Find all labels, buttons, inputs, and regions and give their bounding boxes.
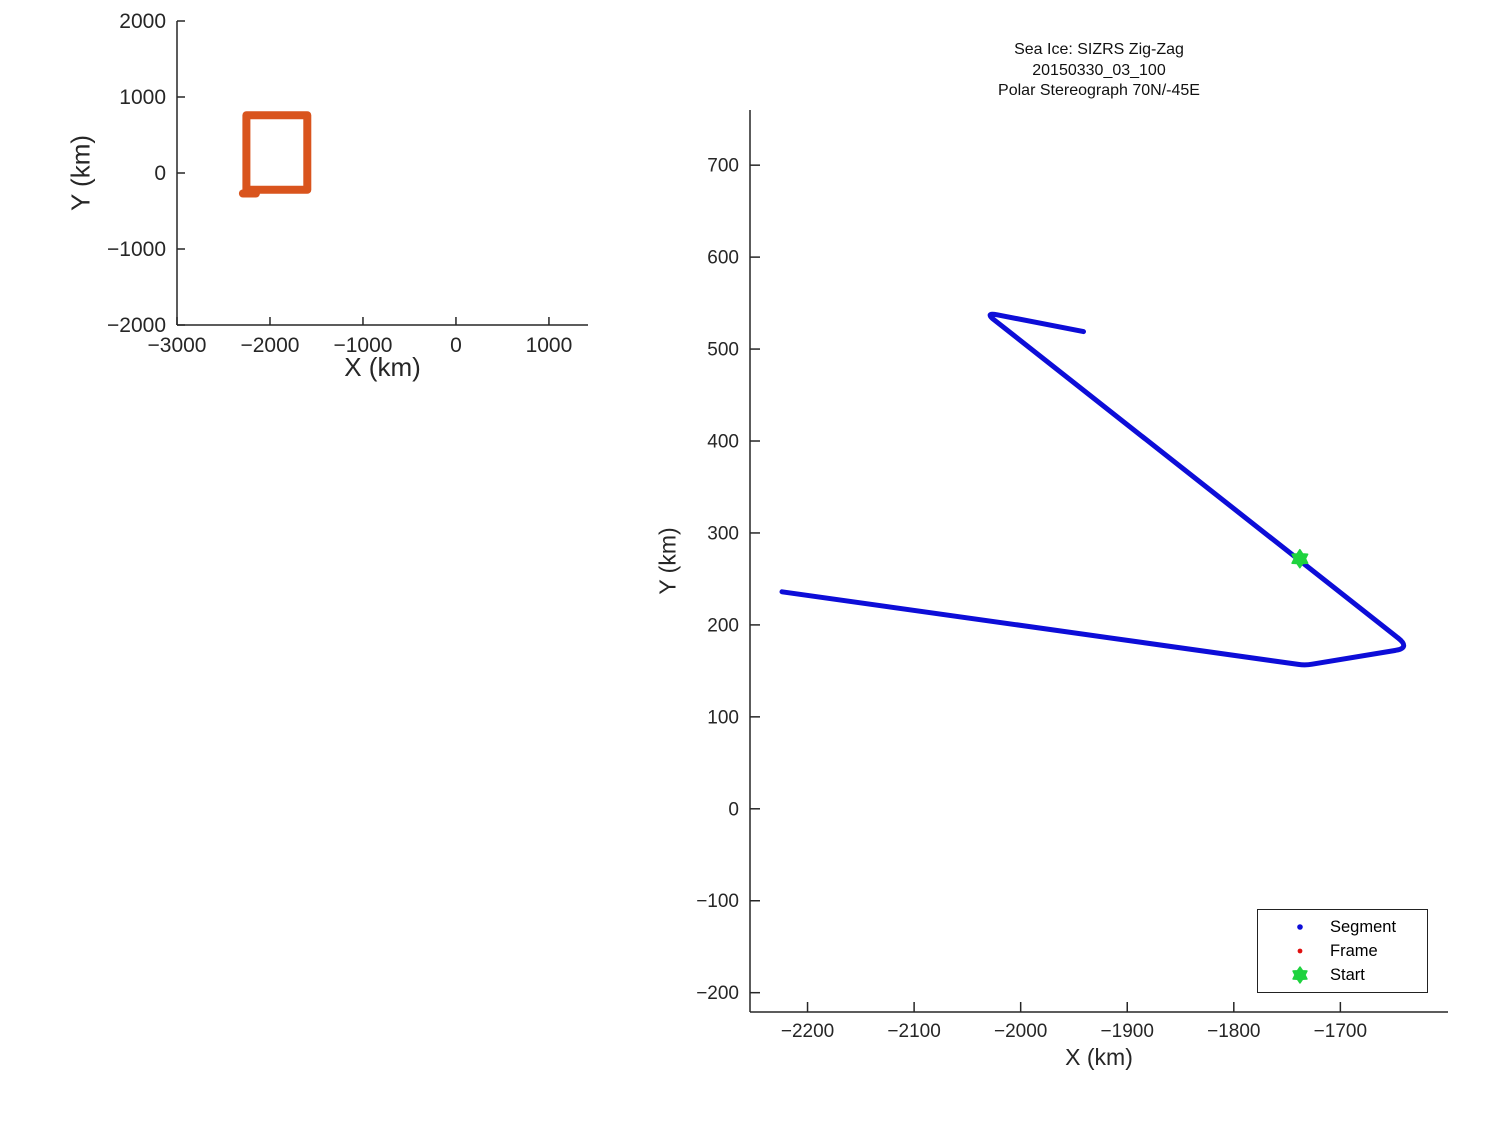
- legend-item-frame: Frame: [1282, 940, 1427, 962]
- track-y-tick-label: 200: [707, 615, 739, 636]
- overview-ylabel: Y (km): [65, 134, 96, 212]
- overview-x-tick-label: −1000: [333, 334, 392, 357]
- overview-y-tick-label: −2000: [107, 314, 166, 337]
- track-xlabel: X (km): [1065, 1044, 1133, 1070]
- start-hexagram-icon: [1282, 966, 1318, 984]
- overview-x-tick-label: 0: [450, 334, 462, 357]
- overview-series-flight-region-box: [242, 111, 312, 194]
- legend-item-segment: Segment: [1282, 916, 1427, 938]
- legend-label-frame: Frame: [1330, 941, 1378, 960]
- track-x-tick-label: −1700: [1314, 1021, 1367, 1042]
- legend-item-start: Start: [1282, 964, 1427, 986]
- track-x-tick-label: −2200: [781, 1021, 834, 1042]
- track-series-Segment: [779, 311, 1407, 668]
- track-ylabel: Y (km): [654, 527, 681, 595]
- legend-label-start: Start: [1330, 965, 1365, 984]
- track-y-tick-label: −200: [696, 983, 739, 1004]
- overview-y-tick-label: 1000: [119, 86, 166, 109]
- track-x-tick-label: −1900: [1101, 1021, 1154, 1042]
- title-line-2: 20150330_03_100: [1032, 61, 1166, 79]
- title-line-3: Polar Stereograph 70N/-45E: [998, 82, 1200, 99]
- overview-y-tick-label: 0: [154, 162, 166, 185]
- overview-x-tick-label: 1000: [526, 334, 573, 357]
- segment-dot-icon: [1282, 918, 1318, 936]
- track-x-tick-label: −1800: [1207, 1021, 1260, 1042]
- track-plot-title: Sea Ice: SIZRS Zig-Zag 20150330_03_100 P…: [750, 40, 1448, 102]
- overview-y-tick-label: 2000: [119, 10, 166, 33]
- legend-label-segment: Segment: [1330, 917, 1397, 936]
- track-y-tick-label: 100: [707, 707, 739, 728]
- title-line-1: Sea Ice: SIZRS Zig-Zag: [1014, 41, 1184, 58]
- legend-hexagram: [1292, 966, 1308, 984]
- overview-x-tick-label: −3000: [148, 334, 207, 357]
- track-x-tick-label: −2100: [887, 1021, 940, 1042]
- legend-dot: [1297, 924, 1303, 930]
- track-y-tick-label: 600: [707, 248, 739, 269]
- track-y-tick-label: −100: [696, 891, 739, 912]
- track-y-tick-label: 0: [728, 799, 739, 820]
- overview-y-tick-label: −1000: [107, 238, 166, 261]
- start-marker: [1291, 548, 1309, 569]
- track-y-tick-label: 700: [707, 156, 739, 177]
- track-y-tick-label: 500: [707, 340, 739, 361]
- legend-box: Segment Frame Start: [1257, 909, 1428, 993]
- track-y-tick-label: 300: [707, 523, 739, 544]
- track-x-tick-label: −2000: [994, 1021, 1047, 1042]
- overview-x-tick-label: −2000: [240, 334, 299, 357]
- frame-dot-icon: [1282, 942, 1318, 960]
- track-plot: −2200 −2100 −2000 −1900 −1800 −17007006005004…: [696, 110, 1448, 1042]
- overview-xlabel: X (km): [344, 352, 421, 382]
- legend-dot: [1297, 948, 1303, 954]
- track-y-tick-label: 400: [707, 431, 739, 452]
